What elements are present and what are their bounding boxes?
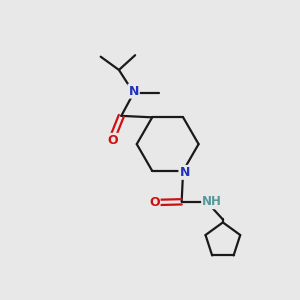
- Text: N: N: [179, 166, 190, 179]
- Text: N: N: [128, 85, 139, 98]
- Text: NH: NH: [202, 195, 222, 208]
- Text: O: O: [108, 134, 118, 147]
- Text: O: O: [149, 196, 160, 209]
